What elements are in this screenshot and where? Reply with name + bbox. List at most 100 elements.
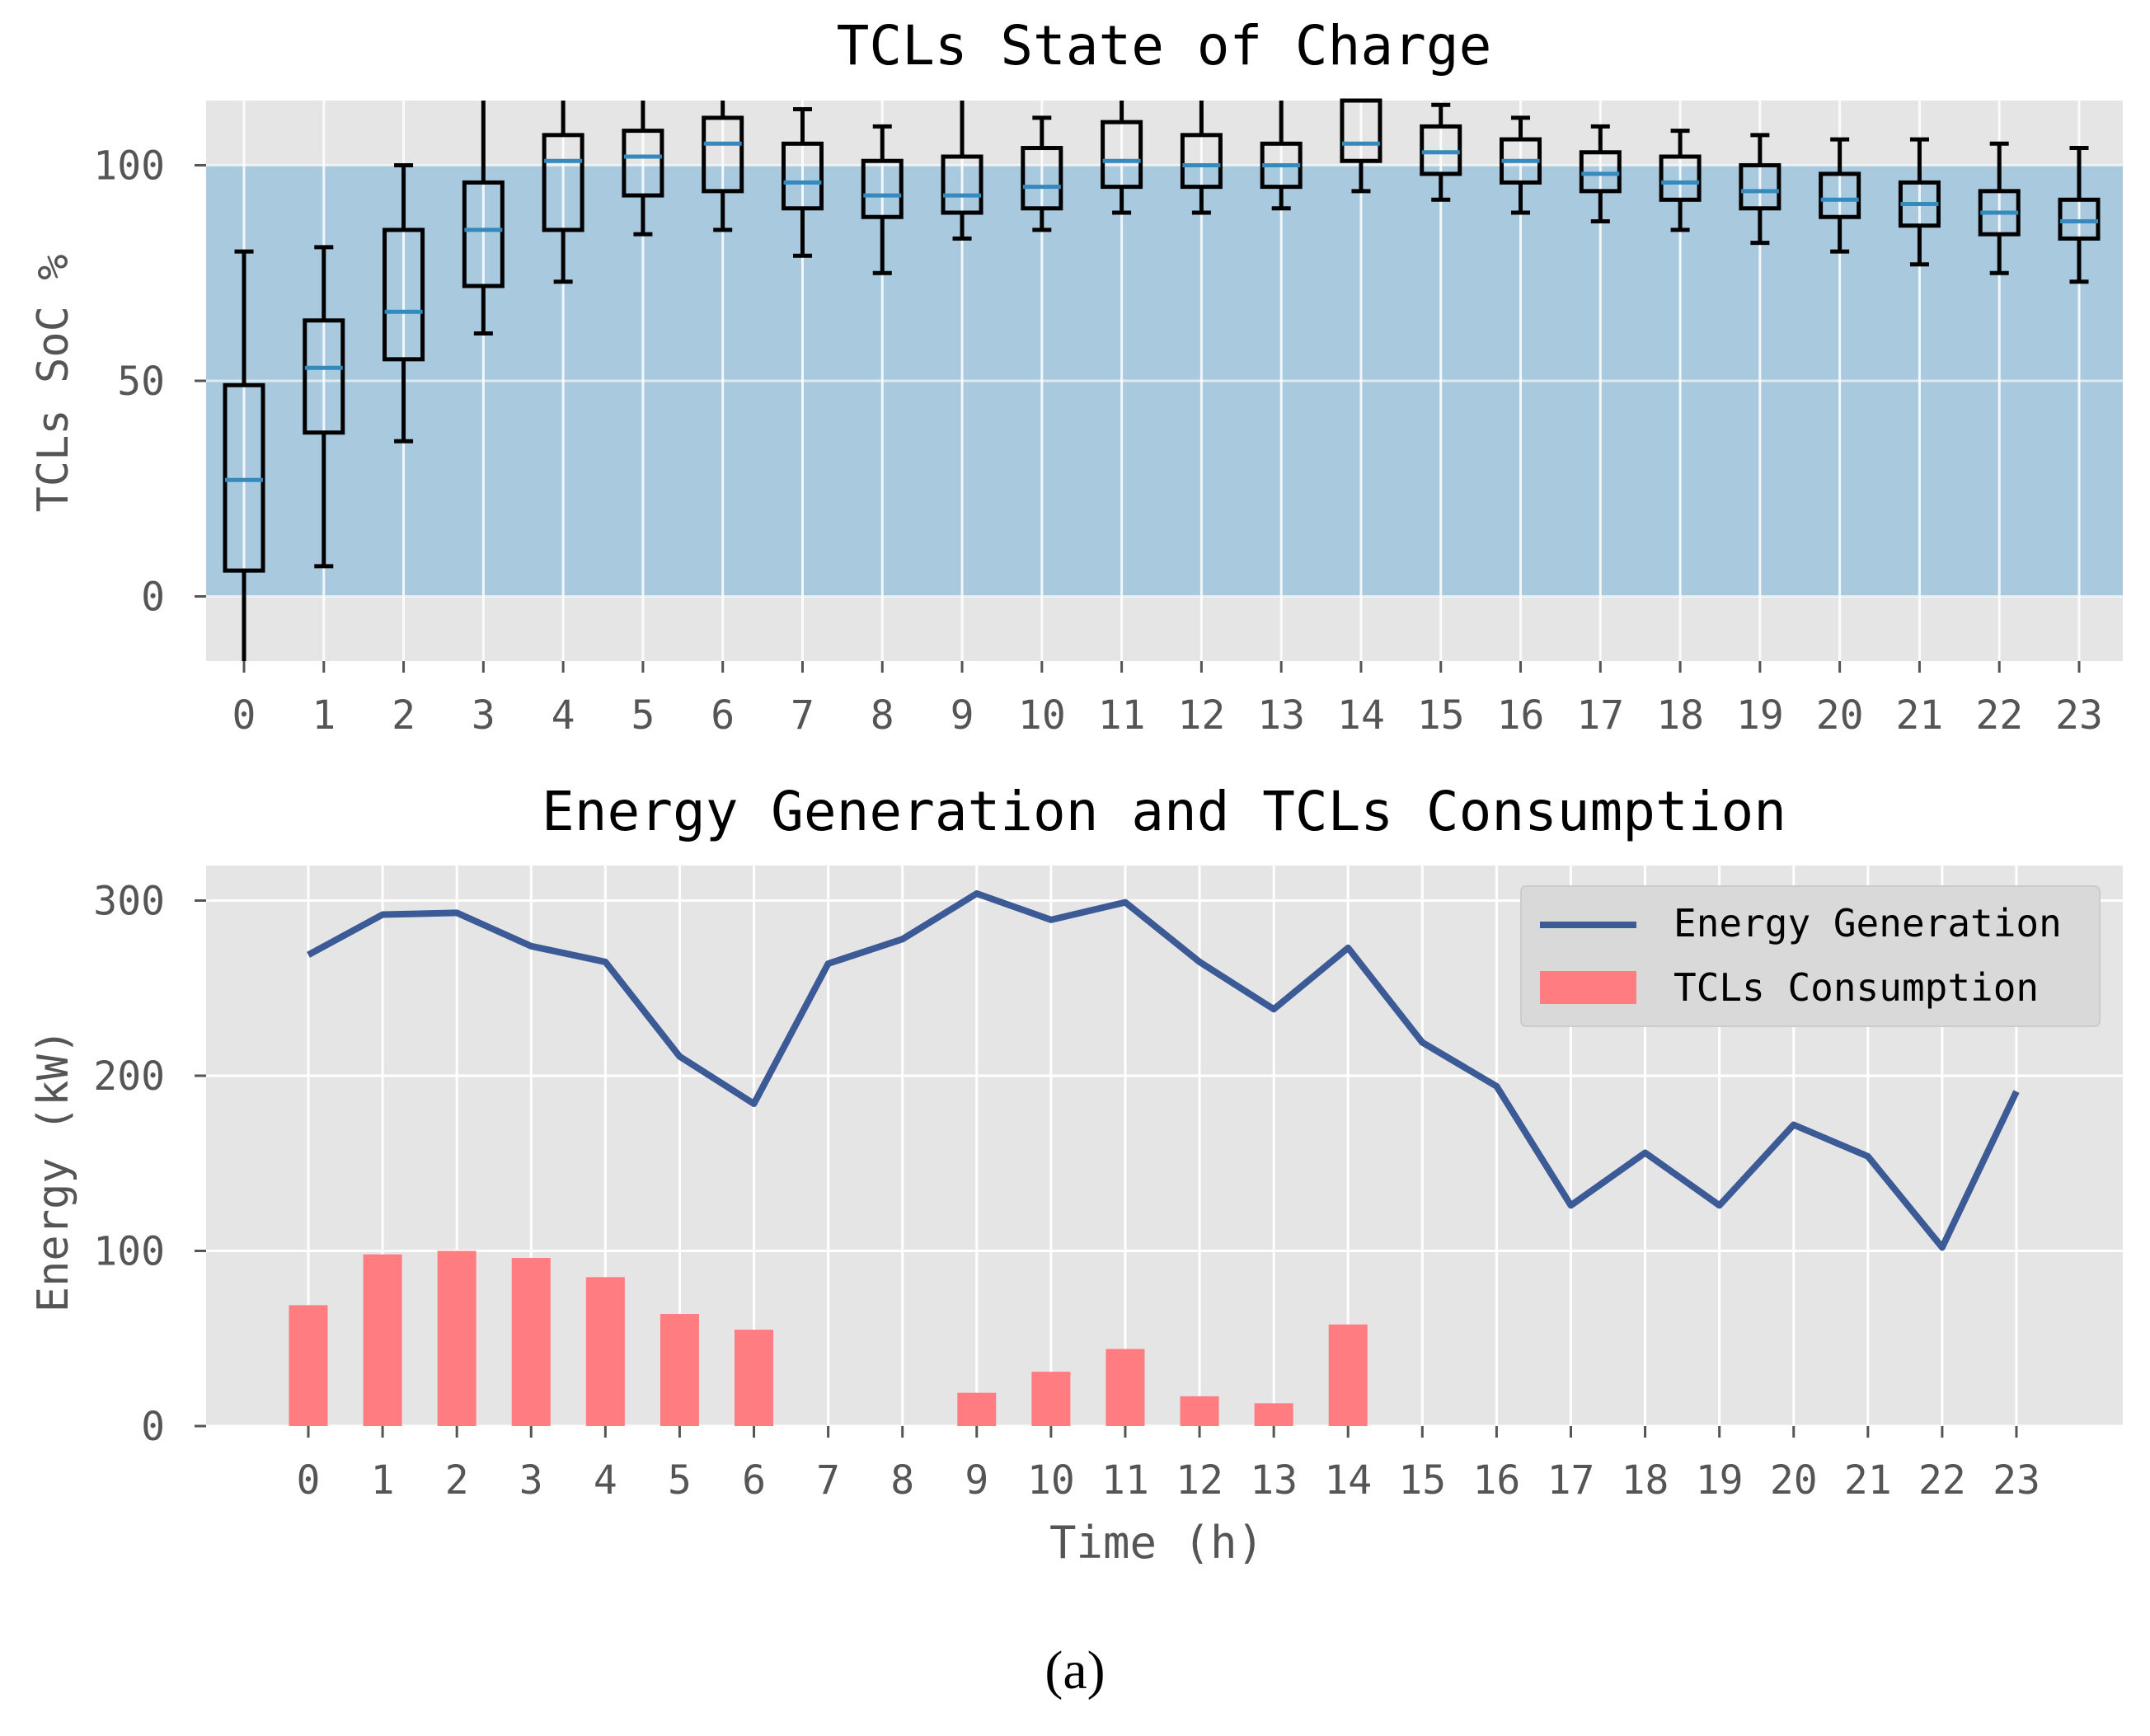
y-tick-marks [195,163,206,598]
x-tick-label: 10 [1018,692,1066,739]
x-tick-label: 3 [519,1457,543,1504]
consumption-bar-9 [957,1392,997,1426]
y-tick-labels: 0 100 200 300 [93,879,165,1451]
consumption-bar-0 [289,1305,328,1426]
x-tick-label: 7 [791,692,814,739]
legend-label-tcls-consumption: TCLs Consumption [1674,965,2039,1010]
y-tick-marks [195,899,206,1428]
x-tick-label: 3 [472,692,495,739]
x-tick-labels: 0 1 2 3 4 5 6 7 8 9 10 11 12 13 14 15 16 17 18 19 20 21 22 23 [297,1457,2040,1504]
box-iqr [2058,197,2101,241]
x-tick-label: 0 [297,1457,321,1504]
x-tick-label: 13 [1250,1457,1298,1504]
x-tick-label: 14 [1337,692,1385,739]
x-tick-label: 14 [1324,1457,1372,1504]
box-iqr [383,228,425,362]
boxes [223,98,2101,661]
box-14 [1340,98,1382,194]
x-tick-label: 2 [392,692,415,739]
box-10 [1021,115,1063,232]
x-tick-label: 13 [1257,692,1305,739]
box-22 [1978,141,2021,275]
consumption-bar-1 [363,1254,402,1426]
y-tick-label: 200 [93,1053,165,1100]
y-tick-label: 100 [93,143,165,189]
consumption-bar-6 [735,1330,774,1426]
box-18 [1659,129,1702,232]
x-tick-label: 23 [2055,692,2103,739]
consumption-bars [289,1250,1368,1426]
box-17 [1579,124,1622,223]
box-13 [1260,101,1303,211]
y-tick-label: 300 [93,879,165,925]
consumption-bar-14 [1328,1324,1368,1426]
box-4 [542,101,584,284]
box-iqr [1579,150,1622,194]
x-tick-labels: 0 1 2 3 4 5 6 7 8 9 10 11 12 13 14 15 16 17 18 19 20 21 22 23 [232,692,2103,739]
y-tick-labels: 0 50 100 [93,143,165,620]
x-tick-label: 9 [951,692,974,739]
box-2 [383,162,425,443]
x-tick-label: 7 [816,1457,840,1504]
box-11 [1101,101,1143,215]
x-tick-label: 16 [1497,692,1545,739]
x-tick-label: 15 [1398,1457,1446,1504]
box-iqr [303,318,345,435]
consumption-bar-4 [585,1277,625,1426]
box-iqr [781,141,824,211]
horizontal-gridlines [206,163,2123,598]
box-16 [1500,115,1542,215]
x-tick-label: 4 [594,1457,617,1504]
box-12 [1180,101,1223,215]
box-iqr [223,382,265,573]
box-1 [303,245,345,569]
x-tick-label: 0 [232,692,256,739]
x-tick-label: 1 [312,692,336,739]
y-tick-label: 0 [141,1404,165,1450]
box-8 [861,124,904,275]
consumption-bar-11 [1106,1349,1145,1426]
box-iqr [702,115,744,194]
x-tick-label: 22 [1918,1457,1966,1504]
x-tick-label: 8 [871,692,894,739]
x-tick-label: 23 [1993,1457,2040,1504]
box-iqr [1101,120,1143,190]
x-tick-label: 5 [631,692,655,739]
box-19 [1739,133,1781,246]
box-iqr [542,133,584,232]
figure-caption: (a) [1044,1640,1105,1701]
consumption-bar-3 [511,1258,551,1426]
x-tick-label: 18 [1656,692,1704,739]
x-tick-label: 17 [1547,1457,1595,1504]
consumption-bar-13 [1254,1403,1293,1426]
consumption-bar-5 [660,1314,699,1426]
chart-title: Energy Generation and TCLs Consumption [542,780,1786,843]
x-tick-label: 20 [1816,692,1864,739]
x-tick-label: 11 [1101,1457,1149,1504]
x-tick-label: 12 [1176,1457,1223,1504]
x-tick-label: 5 [668,1457,692,1504]
y-tick-label: 50 [117,359,165,405]
box-0 [223,249,265,661]
box-3 [462,101,505,335]
x-tick-label: 19 [1736,692,1784,739]
x-tick-label: 12 [1177,692,1225,739]
box-iqr [1180,133,1223,190]
box-20 [1819,137,1861,254]
y-axis-label: TCLs SoC % [29,254,78,512]
x-tick-label: 8 [890,1457,914,1504]
x-tick-label: 6 [711,692,735,739]
x-tick-label: 17 [1576,692,1624,739]
box-iqr [1659,154,1702,202]
box-iqr [1739,162,1781,211]
box-7 [781,106,824,258]
x-tick-label: 10 [1027,1457,1075,1504]
box-23 [2058,146,2101,284]
x-tick-label: 11 [1098,692,1146,739]
x-tick-label: 4 [552,692,575,739]
box-15 [1420,102,1462,202]
legend: Energy Generation TCLs Consumption [1520,885,2101,1027]
x-tick-label: 21 [1844,1457,1892,1504]
